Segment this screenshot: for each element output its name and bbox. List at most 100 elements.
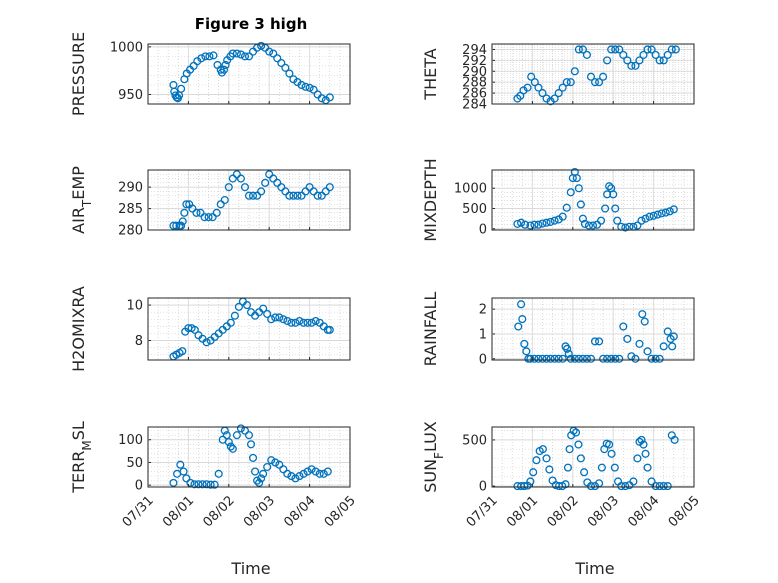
- data-point: [275, 460, 284, 469]
- data-point: [590, 78, 600, 87]
- data-point: [271, 313, 280, 322]
- y-tick-label: 290: [462, 65, 487, 80]
- data-point: [561, 480, 570, 489]
- data-point: [287, 318, 296, 327]
- axes-box: [147, 43, 351, 105]
- data-point: [667, 45, 676, 54]
- data-point: [169, 221, 178, 230]
- data-point: [643, 463, 652, 472]
- data-point: [172, 221, 181, 230]
- x-tick-label: 08/05: [666, 493, 703, 530]
- data-point: [297, 191, 306, 200]
- x-tick-label: 08/01: [504, 493, 541, 530]
- data-point: [615, 45, 624, 54]
- data-point: [188, 204, 197, 213]
- y-axis-label: AIRTEMP: [69, 166, 94, 234]
- axes-box: [491, 297, 695, 361]
- data-point: [319, 469, 328, 478]
- data-point: [248, 453, 258, 462]
- data-point: [176, 460, 185, 469]
- data-point: [226, 318, 235, 327]
- data-point: [665, 207, 674, 216]
- data-point: [638, 310, 647, 319]
- data-point: [611, 354, 620, 363]
- data-point: [248, 191, 258, 200]
- data-point: [530, 78, 539, 87]
- data-point: [291, 318, 300, 327]
- data-point: [299, 318, 308, 327]
- data-point: [253, 476, 262, 485]
- data-point: [647, 477, 656, 486]
- data-point: [283, 316, 292, 326]
- data-point: [281, 63, 290, 72]
- data-point: [325, 183, 334, 192]
- data-point: [582, 50, 591, 59]
- data-point: [671, 45, 680, 54]
- data-point: [202, 480, 211, 489]
- data-point: [659, 56, 668, 65]
- data-point: [197, 54, 206, 63]
- data-point: [526, 221, 535, 230]
- data-point: [303, 318, 312, 327]
- x-tick-label: 07/31: [120, 493, 157, 530]
- y-tick-label: 50: [126, 456, 143, 471]
- y-tick-label: 290: [118, 181, 143, 196]
- y-tick-label: 294: [462, 43, 487, 58]
- y-tick-label: 288: [462, 76, 487, 91]
- data-point: [570, 67, 579, 76]
- data-point: [201, 52, 210, 61]
- data-point: [655, 482, 664, 491]
- data-point: [309, 187, 318, 196]
- data-point: [246, 440, 256, 449]
- data-point: [586, 482, 596, 491]
- data-point: [542, 454, 551, 463]
- data-point: [576, 454, 585, 463]
- data-point: [582, 354, 591, 363]
- y-tick-label: 0: [479, 352, 487, 367]
- data-point: [599, 354, 608, 363]
- data-point: [259, 304, 268, 313]
- data-point: [178, 217, 187, 226]
- data-point: [621, 223, 630, 232]
- data-point: [605, 440, 614, 449]
- data-point: [603, 354, 612, 363]
- data-point: [562, 203, 571, 212]
- y-axis-label: PRESSURE: [69, 32, 88, 116]
- axes-box: [147, 426, 351, 488]
- data-point: [574, 184, 583, 193]
- data-point: [651, 482, 660, 491]
- y-tick-label: 10: [126, 299, 143, 314]
- data-point: [177, 84, 186, 93]
- data-point: [538, 354, 547, 363]
- data-point: [234, 302, 243, 311]
- data-point: [558, 212, 567, 221]
- data-point: [518, 315, 527, 324]
- data-point: [640, 317, 649, 326]
- data-point: [629, 477, 638, 486]
- y-tick-label: 1000: [110, 40, 143, 55]
- data-point: [279, 465, 288, 474]
- data-point: [228, 49, 237, 58]
- data-point: [180, 208, 189, 217]
- data-point: [228, 444, 237, 453]
- subplot-mixdepth: 0 500 1000 MIXDEPTH: [421, 158, 695, 242]
- data-point: [291, 474, 300, 483]
- data-point: [325, 325, 334, 334]
- data-point: [232, 170, 241, 179]
- data-point: [236, 424, 245, 433]
- data-point: [627, 61, 636, 70]
- data-point: [619, 50, 628, 59]
- data-point: [523, 83, 532, 92]
- data-point: [305, 183, 314, 192]
- data-point: [169, 478, 178, 487]
- x-tick-label: 08/02: [201, 493, 238, 530]
- data-point: [277, 183, 286, 192]
- axes-box: [491, 426, 695, 488]
- data-point: [588, 221, 598, 230]
- data-point: [607, 449, 616, 458]
- data-point: [196, 208, 205, 217]
- data-point: [226, 442, 235, 451]
- data-point: [558, 83, 567, 92]
- data-point: [653, 210, 662, 219]
